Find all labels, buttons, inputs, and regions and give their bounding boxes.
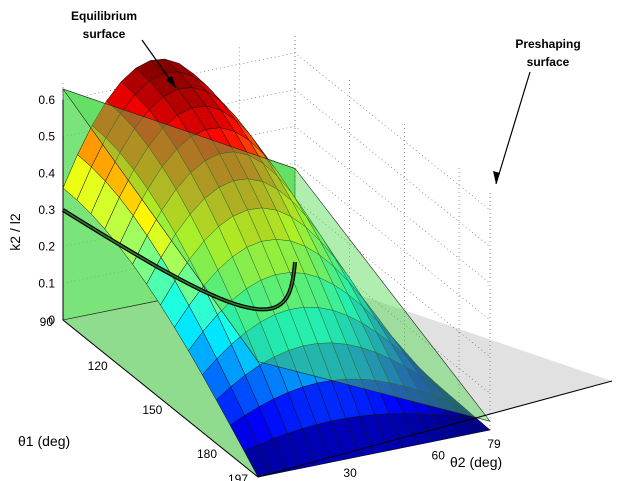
annotation-preshaping-line2: surface [527, 55, 570, 69]
y-tick-label: 60 [432, 448, 446, 462]
x-tick-label: 120 [88, 359, 108, 373]
z-axis-label-text: k2 / l2 [7, 213, 23, 251]
y-tick-label: 79 [487, 437, 501, 451]
x-axis-line [62, 319, 259, 478]
z-tick-label: 0 [48, 313, 55, 327]
x-axis-label-text: θ1 (deg) [18, 433, 70, 449]
annotation-equilibrium-line2: surface [83, 27, 126, 41]
z-tick-label: 0.1 [38, 276, 55, 290]
x-axis-label: θ1 (deg) [18, 433, 70, 449]
y-axis-label-text: θ2 (deg) [450, 454, 502, 470]
y-axis-line [257, 380, 613, 478]
preshaping-plane-sheet [62, 88, 491, 422]
z-tick-label: 0.5 [38, 130, 55, 144]
back-wall-right [295, 0, 612, 381]
z-tick-label: 0.6 [38, 93, 55, 107]
x-tick-label: 150 [142, 403, 162, 417]
annotation-equilibrium-line1: Equilibrium [71, 9, 137, 23]
annotation-preshaping-arrowhead [493, 171, 500, 184]
z-tick-label: 0.2 [38, 240, 55, 254]
grid-line-z [62, 89, 491, 247]
annotation-preshaping-arrow [495, 71, 531, 185]
x-tick-label: 180 [197, 447, 217, 461]
surface-face [243, 444, 273, 478]
equilibrium-surface [62, 58, 491, 478]
z-tick-label: 0.3 [38, 203, 55, 217]
intersection-curve [61, 208, 297, 312]
y-tick-label: 30 [343, 466, 357, 480]
x-tick-label: 90 [40, 315, 54, 329]
annotation-preshaping: Preshaping surface [493, 37, 581, 185]
x-tick-label: 197 [228, 472, 248, 481]
grid-line-z [62, 126, 491, 284]
annotation-equilibrium-arrowhead [166, 76, 176, 88]
annotation-preshaping-line1: Preshaping [515, 37, 580, 51]
y-axis-label: θ2 (deg) [450, 454, 502, 470]
z-tick-label: 0.4 [38, 166, 55, 180]
z-axis-label: k2 / l2 [7, 213, 23, 251]
preshaping-surface-front [62, 88, 491, 422]
intersection-curve-highlight [62, 209, 296, 311]
grid-line-z [62, 162, 491, 321]
annotation-equilibrium: Equilibrium surface [71, 9, 177, 89]
tick-labels: 00.10.20.30.40.50.6901201501801970306079 [38, 93, 501, 481]
